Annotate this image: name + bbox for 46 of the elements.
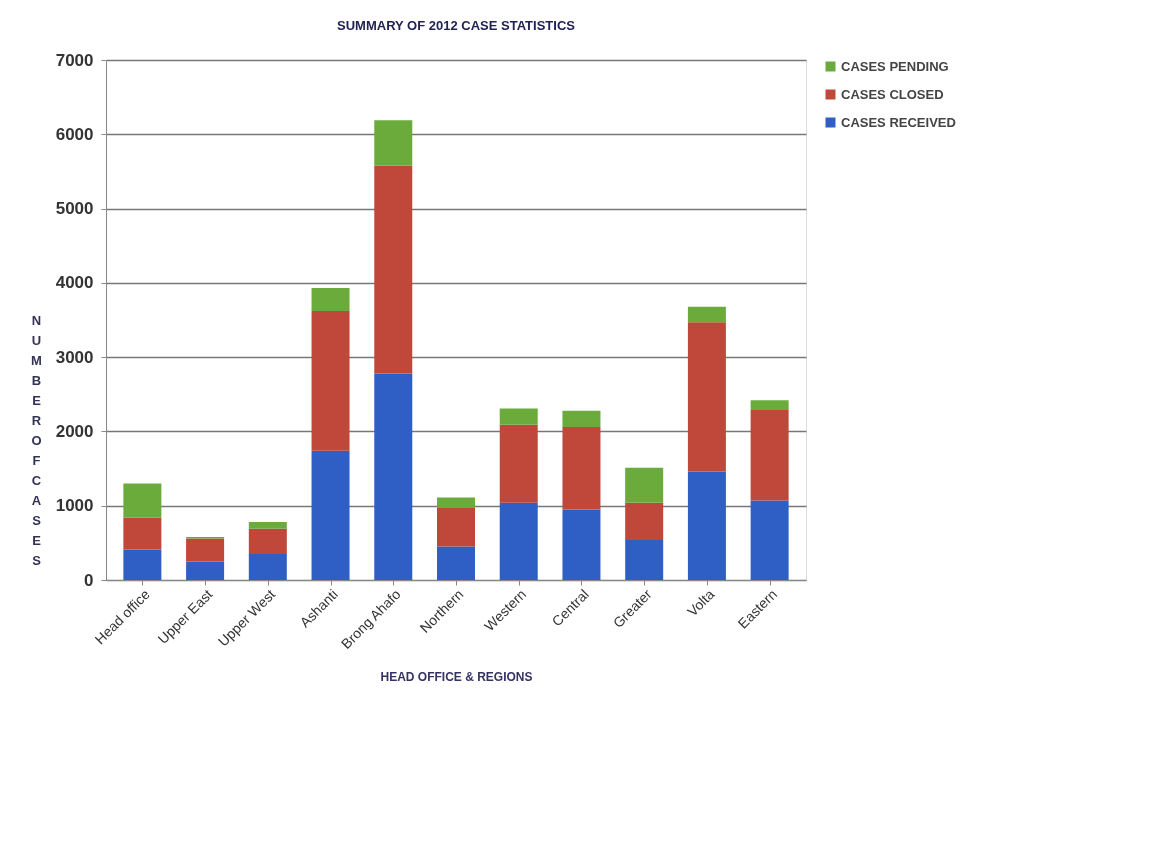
bar	[750, 500, 789, 580]
y-tick-label: 5000	[55, 199, 94, 219]
bar	[311, 311, 350, 451]
x-axis-title: HEAD OFFICE & REGIONS	[380, 670, 533, 685]
bar	[562, 426, 601, 510]
legend-label: CASES PENDING	[841, 58, 949, 74]
bar	[248, 554, 287, 580]
chart-title: SUMMARY OF 2012 CASE STATISTICS	[337, 18, 576, 33]
bar	[750, 400, 789, 410]
bar	[248, 522, 287, 529]
legend-label: CASES CLOSED	[841, 86, 944, 102]
bar	[687, 306, 726, 323]
y-tick-label: 7000	[55, 50, 94, 70]
y-tick-label: 3000	[55, 347, 94, 367]
bar	[123, 549, 162, 580]
bar	[311, 288, 350, 312]
bar	[499, 424, 538, 503]
bar	[374, 120, 413, 166]
legend-label: CASES RECEIVED	[841, 114, 956, 130]
bar	[499, 408, 538, 425]
bar	[687, 471, 726, 580]
bar	[562, 410, 601, 427]
bar	[123, 483, 162, 518]
bar	[186, 538, 225, 562]
y-tick-label: 6000	[55, 124, 94, 144]
bar	[625, 467, 664, 503]
y-tick-label: 1000	[55, 496, 94, 516]
y-tick-label: 4000	[55, 273, 94, 293]
bar	[687, 322, 726, 472]
bar	[186, 561, 225, 580]
bar	[437, 497, 475, 508]
bar	[437, 546, 475, 580]
bar	[625, 539, 664, 580]
bar	[437, 507, 475, 547]
bar	[123, 517, 162, 550]
bar	[311, 450, 350, 580]
bar	[374, 373, 413, 580]
y-tick-label: 2000	[55, 421, 94, 441]
bar	[499, 502, 538, 580]
bar	[625, 502, 664, 540]
y-tick-label: 0	[84, 570, 94, 590]
bar	[248, 528, 287, 554]
text: NUMBER OF CASES	[31, 312, 42, 568]
bar	[562, 509, 601, 580]
bar	[374, 165, 413, 374]
bar	[750, 409, 789, 501]
